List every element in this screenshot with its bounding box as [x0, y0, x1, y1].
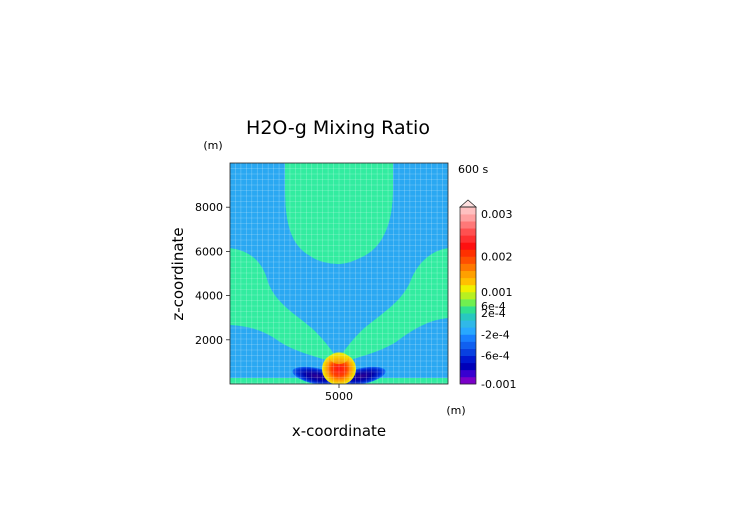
positive-anomaly-core: [322, 353, 356, 384]
colorbar-swatch: [460, 341, 476, 349]
plot-area: [230, 163, 448, 384]
colorbar-label: -2e-4: [481, 328, 510, 341]
y-ticks: 2000 4000 6000 8000: [195, 201, 230, 347]
colorbar-label: 6e-4: [481, 300, 506, 313]
y-tick-label: 4000: [195, 290, 223, 303]
colorbar-swatch: [460, 270, 476, 279]
colorbar-swatch: [460, 228, 476, 236]
colorbar-swatch: [460, 207, 476, 215]
colorbar-frame: [459, 206, 477, 385]
colorbar-swatch: [460, 320, 476, 328]
mid-region: [230, 163, 448, 360]
y-tick-label: 8000: [195, 201, 223, 214]
colorbar-swatch: [460, 327, 476, 335]
colorbar-label: -0.001: [481, 378, 516, 391]
colorbar-swatch: [460, 376, 476, 385]
grid-lines: [230, 163, 448, 384]
y-tick-label: 2000: [195, 334, 223, 347]
colorbar-swatch: [460, 369, 476, 378]
colorbar-swatch: [460, 334, 476, 342]
x-axis-label: x-coordinate: [292, 422, 386, 440]
colorbar-swatch: [460, 306, 476, 314]
colorbar-swatch: [460, 263, 476, 272]
colorbar-label: -6e-4: [481, 350, 510, 363]
x-unit-label: (m): [446, 404, 465, 417]
colorbar-label: 0.001: [481, 286, 513, 299]
colorbar-swatch: [460, 214, 476, 222]
x-tick-label: 5000: [325, 390, 353, 403]
y-axis-label: z-coordinate: [169, 227, 187, 320]
colorbar-swatch: [460, 221, 476, 229]
colorbar-swatch: [460, 348, 476, 356]
colorbar-label: 0.002: [481, 251, 513, 264]
positive-anomaly-cap: [330, 352, 348, 364]
central-column-region: [285, 163, 393, 264]
colorbar-swatch: [460, 355, 476, 364]
time-label: 600 s: [458, 163, 488, 176]
colorbar-swatch: [460, 291, 476, 300]
colorbar-swatch: [460, 284, 476, 293]
colorbar-label: 2e-4: [481, 307, 506, 320]
colorbar-extend-triangle: [459, 199, 477, 208]
colorbar-swatch: [460, 249, 476, 257]
colorbar-swatch: [460, 256, 476, 264]
colorbar-swatch: [460, 235, 476, 243]
y-unit-label: (m): [203, 139, 222, 152]
y-tick-label: 6000: [195, 245, 223, 258]
colorbar-swatch: [460, 299, 476, 307]
upper-plume-region: [230, 248, 448, 364]
colorbar-swatch: [460, 277, 476, 286]
colorbar-swatch: [460, 313, 476, 321]
x-ticks: 5000: [325, 384, 353, 403]
colorbar-label: 0.003: [481, 208, 513, 221]
colorbar-swatch: [460, 362, 476, 371]
colorbar-swatch: [460, 242, 476, 250]
chart-title: H2O-g Mixing Ratio: [246, 117, 430, 139]
